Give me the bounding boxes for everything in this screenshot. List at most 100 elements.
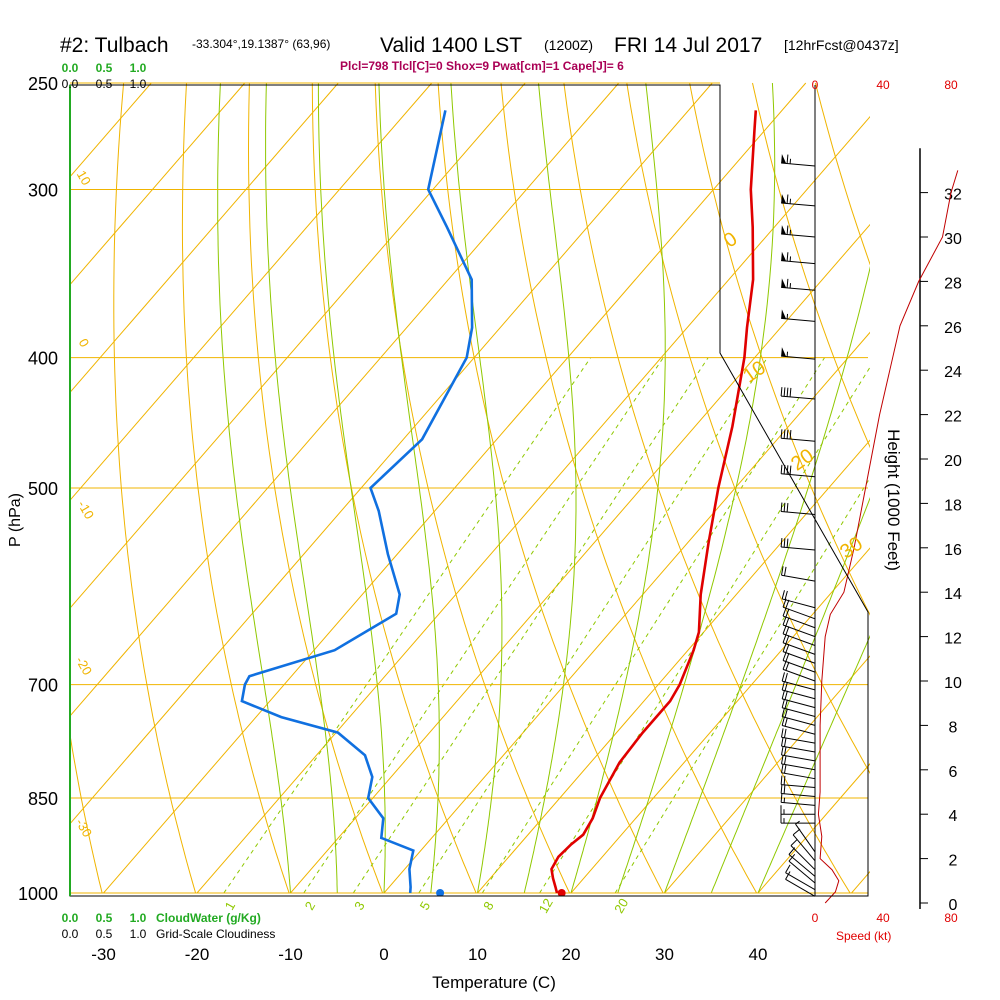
cloudiness-top-tick: 0.0 — [62, 77, 79, 91]
height-tick-label: 10 — [944, 675, 962, 692]
theta-label: -30 — [73, 816, 95, 840]
wind-barb — [795, 820, 816, 853]
dry-adiabat-line — [500, 82, 758, 894]
dewpoint-profile-line — [240, 110, 474, 894]
wind-barb — [781, 716, 816, 735]
cloudiness-top-tick: 1.0 — [130, 77, 147, 91]
dry-adiabat-line — [374, 82, 571, 894]
mixing-ratio-label: 5 — [417, 899, 434, 913]
height-axis-label: Height (1000 Feet) — [884, 429, 903, 571]
wind-barb — [780, 793, 816, 806]
mixing-ratio-line — [223, 357, 592, 894]
cloudiness-top-tick: 0.5 — [96, 77, 113, 91]
wind-barb — [780, 538, 816, 551]
pressure-tick-label: 700 — [28, 676, 58, 696]
moist-adiabat-line — [217, 82, 291, 894]
wind-speed-top-tick: 40 — [876, 78, 890, 92]
wind-barb — [781, 746, 816, 762]
cloud-bottom-tick: 0.0 — [62, 911, 79, 925]
wind-barb — [781, 698, 816, 718]
temperature-tick-label: 30 — [655, 945, 674, 964]
wind-barb — [781, 566, 816, 582]
theta-e-label: 30 — [836, 533, 867, 564]
cloud-top-tick: 0.0 — [62, 61, 79, 75]
moist-adiabat-line — [317, 83, 386, 894]
mixing-ratio-label: 20 — [611, 896, 631, 916]
temperature-tick-label: -10 — [278, 945, 303, 964]
dry-adiabat-line — [437, 82, 664, 894]
pressure-tick-label: 300 — [28, 181, 58, 201]
height-tick-label: 12 — [944, 631, 962, 648]
mixing-ratio-label: 8 — [480, 899, 497, 913]
cloud-bottom-tick: 1.0 — [130, 911, 147, 925]
wind-speed-bottom-tick: 40 — [876, 911, 890, 925]
mixing-ratio-line — [481, 357, 825, 894]
moist-adiabat-line — [757, 634, 870, 894]
dry-adiabat-line — [563, 82, 851, 894]
moist-adiabat-line — [378, 82, 440, 894]
wind-barb — [782, 651, 816, 673]
cloud-water-label: CloudWater (g/Kg) — [156, 911, 261, 925]
wind-barb — [785, 864, 816, 891]
theta-label: -20 — [73, 654, 95, 678]
wind-barb — [782, 625, 816, 646]
wind-barb — [780, 784, 816, 797]
isotherm-line — [570, 547, 870, 894]
wind-barb — [780, 775, 816, 789]
wind-barb — [781, 154, 816, 167]
height-tick-label: 22 — [944, 409, 962, 426]
wind-barb — [781, 225, 816, 238]
wind-barb — [780, 464, 816, 478]
y-axis-label: P (hPa) — [7, 493, 24, 547]
mixing-ratio-label: 12 — [536, 896, 556, 916]
dry-adiabat-line — [689, 82, 870, 616]
wind-barb — [781, 278, 816, 291]
wind-barb — [780, 387, 816, 400]
isotherm-line — [851, 870, 870, 894]
mixing-ratio-line — [614, 476, 870, 894]
moist-adiabat-line — [523, 82, 577, 894]
station-coords: -33.304°,19.1387° (63,96) — [192, 37, 330, 51]
height-tick-label: 6 — [949, 764, 958, 781]
height-tick-label: 32 — [944, 187, 962, 204]
temperature-profile-line — [550, 110, 758, 894]
utc-time: (1200Z) — [544, 37, 593, 53]
forecast-tag: [12hrFcst@0437z] — [784, 37, 899, 53]
station-title: #2: Tulbach — [60, 34, 169, 57]
temperature-tick-label: 20 — [562, 945, 581, 964]
wind-barb — [782, 616, 816, 638]
mixing-ratio-line — [418, 357, 768, 894]
wind-speed-top-tick: 0 — [812, 78, 819, 92]
wind-barb — [781, 590, 816, 609]
wind-barb — [781, 763, 816, 780]
forecast-date: FRI 14 Jul 2017 — [614, 34, 762, 57]
moist-adiabat-line — [450, 82, 503, 894]
dry-adiabat-line — [181, 82, 290, 894]
moist-adiabat-line — [710, 496, 870, 894]
temperature-tick-label: 40 — [749, 945, 768, 964]
wind-barb — [781, 309, 816, 322]
height-tick-label: 30 — [944, 231, 962, 248]
dry-adiabat-line — [113, 82, 197, 894]
wind-speed-bottom-tick: 0 — [812, 911, 819, 925]
wind-barb — [781, 251, 816, 265]
height-tick-label: 16 — [944, 542, 962, 559]
temperature-tick-label: -30 — [91, 945, 116, 964]
pressure-tick-label: 500 — [28, 479, 58, 499]
isobar-lines — [70, 82, 868, 894]
wind-barb — [781, 737, 816, 753]
mixing-ratio-label: 2 — [302, 899, 319, 913]
wind-barb — [780, 814, 815, 824]
wind-barb — [782, 634, 816, 655]
cloudiness-label: Grid-Scale Cloudiness — [156, 927, 275, 941]
wind-barb — [781, 690, 816, 709]
moist-adiabat-line — [617, 82, 776, 894]
cloudiness-bottom-tick: 1.0 — [130, 927, 147, 941]
cloudiness-bottom-tick: 0.0 — [62, 927, 79, 941]
mixing-ratio-line — [303, 357, 664, 894]
pressure-tick-label: 1000 — [18, 884, 58, 904]
height-tick-label: 20 — [944, 453, 962, 470]
pressure-tick-label: 850 — [28, 789, 58, 809]
